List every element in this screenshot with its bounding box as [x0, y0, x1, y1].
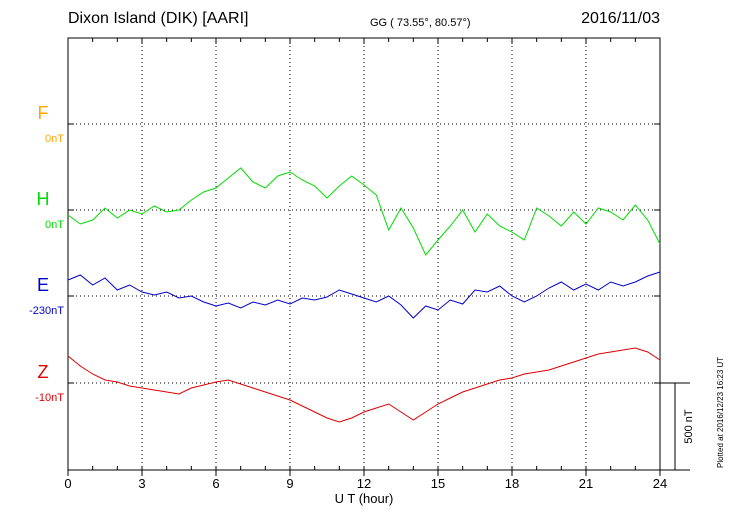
x-axis-label: U T (hour) — [335, 491, 394, 506]
x-tick-label: 18 — [505, 476, 519, 491]
series-line-Z — [67, 347, 661, 423]
series-baseline-F: 0nT — [45, 133, 64, 145]
x-tick-label: 9 — [286, 476, 293, 491]
x-tick-label: 21 — [579, 476, 593, 491]
x-tick-label: 15 — [431, 476, 445, 491]
series-line-H — [67, 167, 661, 256]
series-baseline-E: -230nT — [29, 305, 64, 317]
series-name-E: E — [37, 275, 49, 295]
x-tick-label: 3 — [138, 476, 145, 491]
x-tick-label: 24 — [653, 476, 667, 491]
series-baseline-H: 0nT — [45, 219, 64, 231]
station-coordinates: GG ( 73.55°, 80.57°) — [370, 17, 471, 29]
series-name-H: H — [37, 189, 50, 209]
x-tick-label: 0 — [64, 476, 71, 491]
series-line-E — [67, 271, 661, 319]
series-name-F: F — [38, 103, 49, 123]
scale-bar-label: 500 nT — [683, 409, 695, 444]
x-tick-label: 12 — [357, 476, 371, 491]
series-baseline-Z: -10nT — [35, 392, 64, 404]
x-tick-label: 6 — [212, 476, 219, 491]
chart-title: Dixon Island (DIK) [AARI] — [68, 10, 249, 27]
chart-date: 2016/11/03 — [581, 10, 660, 27]
series-name-Z: Z — [38, 362, 49, 382]
